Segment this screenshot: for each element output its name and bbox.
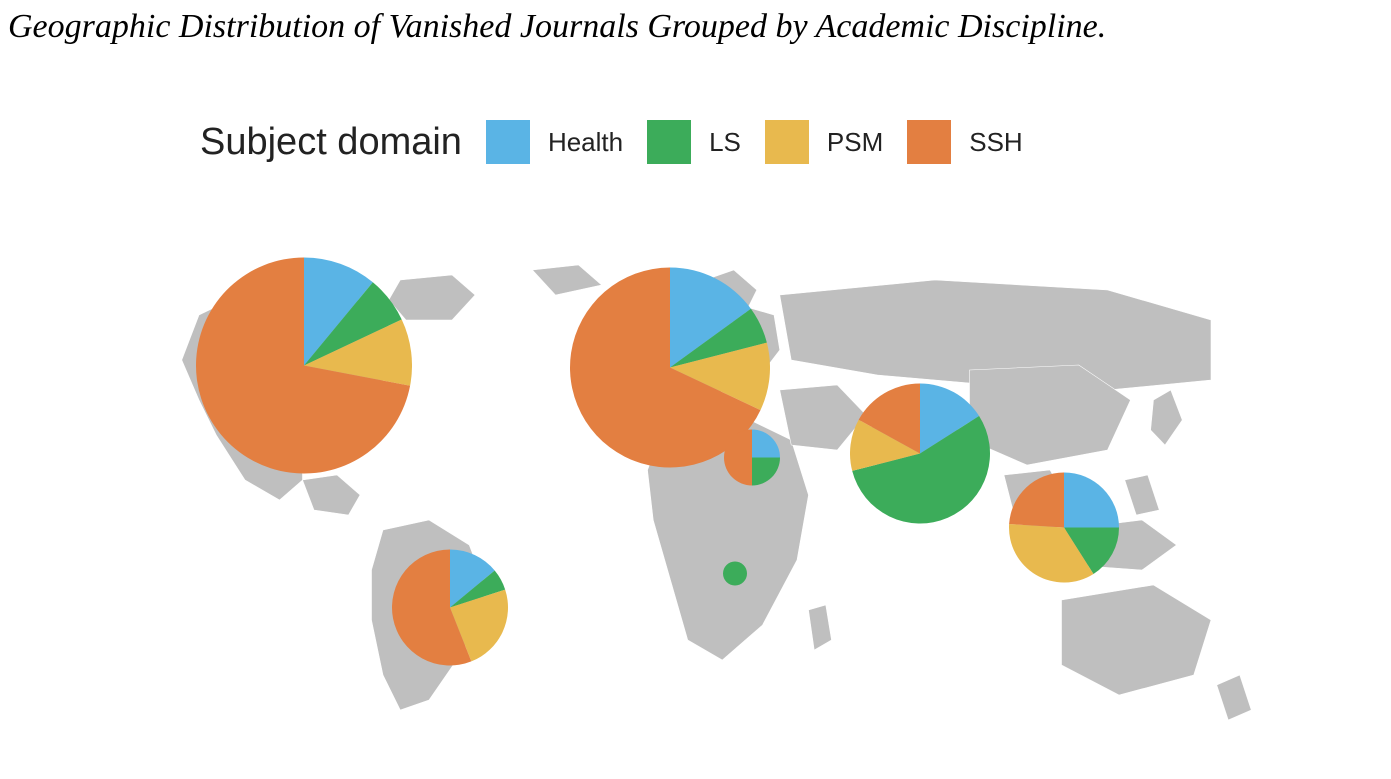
world-map-container <box>130 260 1280 760</box>
legend-swatch-psm <box>765 120 809 164</box>
landmass <box>872 410 970 520</box>
landmass <box>780 385 866 450</box>
landmass <box>648 415 809 660</box>
landmass <box>389 275 475 320</box>
landmass <box>1151 390 1183 445</box>
legend-swatch-ssh <box>907 120 951 164</box>
legend-swatch-ls <box>647 120 691 164</box>
landmass <box>533 265 602 295</box>
legend: Subject domain Health LS PSM SSH <box>200 120 1023 164</box>
landmass <box>1062 585 1212 695</box>
landmass <box>1217 675 1252 720</box>
landmass <box>625 385 688 420</box>
legend-swatch-health <box>486 120 530 164</box>
legend-item-health: Health <box>486 120 623 164</box>
landmass <box>372 520 487 710</box>
legend-label-psm: PSM <box>827 127 883 158</box>
landmass <box>182 285 401 500</box>
legend-label-ssh: SSH <box>969 127 1022 158</box>
landmass <box>1125 475 1160 515</box>
legend-label-health: Health <box>548 127 623 158</box>
chart-title: Geographic Distribution of Vanished Jour… <box>8 8 1106 46</box>
world-map <box>130 260 1280 760</box>
landmass <box>1062 520 1177 570</box>
landmass <box>303 475 361 515</box>
legend-item-ssh: SSH <box>907 120 1022 164</box>
landmass <box>1004 470 1073 540</box>
legend-item-ls: LS <box>647 120 741 164</box>
legend-title: Subject domain <box>200 121 462 164</box>
legend-label-ls: LS <box>709 127 741 158</box>
landmass <box>809 605 832 650</box>
legend-item-psm: PSM <box>765 120 883 164</box>
